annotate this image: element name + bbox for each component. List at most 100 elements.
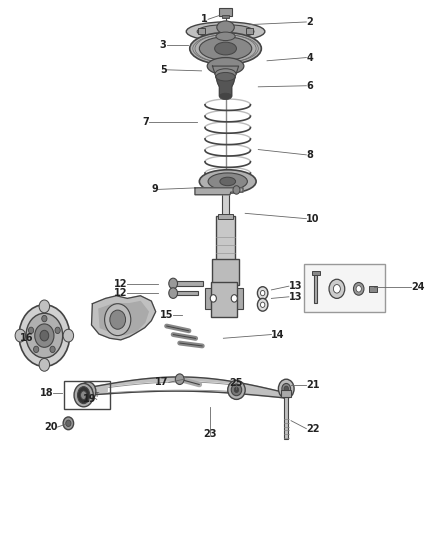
Bar — [304, 264, 385, 312]
Circle shape — [55, 327, 60, 334]
Text: 18: 18 — [39, 388, 53, 398]
Circle shape — [210, 295, 216, 302]
Text: 25: 25 — [230, 378, 243, 389]
Circle shape — [169, 278, 177, 289]
Text: 5: 5 — [160, 65, 166, 75]
Bar — [218, 214, 233, 219]
Circle shape — [42, 316, 47, 322]
Ellipse shape — [197, 25, 254, 38]
Ellipse shape — [216, 32, 235, 41]
Circle shape — [15, 329, 25, 342]
Ellipse shape — [105, 304, 131, 336]
Ellipse shape — [207, 58, 244, 75]
Circle shape — [356, 286, 361, 292]
Bar — [216, 216, 235, 261]
Polygon shape — [99, 302, 148, 335]
Bar — [198, 28, 205, 34]
Text: 6: 6 — [306, 81, 313, 91]
Polygon shape — [88, 377, 287, 398]
Circle shape — [34, 346, 39, 352]
Circle shape — [50, 346, 55, 352]
Bar — [173, 281, 203, 286]
Circle shape — [175, 374, 184, 384]
Polygon shape — [195, 188, 243, 195]
Ellipse shape — [19, 305, 70, 367]
Polygon shape — [216, 77, 235, 96]
Ellipse shape — [208, 173, 247, 190]
Circle shape — [353, 282, 364, 295]
Text: 19: 19 — [83, 394, 97, 405]
Ellipse shape — [231, 384, 242, 395]
Ellipse shape — [217, 21, 234, 34]
Text: 13: 13 — [289, 292, 302, 302]
Ellipse shape — [228, 380, 245, 399]
Text: 17: 17 — [155, 377, 169, 387]
Ellipse shape — [234, 387, 239, 392]
Circle shape — [233, 185, 240, 194]
Bar — [246, 28, 253, 34]
Bar — [235, 288, 243, 309]
Text: 21: 21 — [306, 380, 320, 390]
Text: 24: 24 — [411, 282, 424, 292]
Circle shape — [261, 302, 265, 308]
Bar — [311, 271, 320, 275]
Text: 7: 7 — [142, 117, 149, 127]
Ellipse shape — [220, 177, 236, 185]
Bar — [212, 259, 239, 285]
Text: 1: 1 — [201, 14, 208, 25]
Ellipse shape — [186, 22, 265, 41]
Bar — [285, 390, 288, 439]
Text: 12: 12 — [114, 279, 127, 288]
Text: 22: 22 — [306, 424, 320, 434]
Bar — [369, 286, 377, 292]
Circle shape — [63, 417, 74, 430]
Ellipse shape — [74, 383, 93, 407]
Text: T: T — [94, 392, 98, 398]
Ellipse shape — [333, 285, 340, 293]
Bar — [205, 288, 213, 309]
Text: 9: 9 — [151, 184, 158, 195]
Ellipse shape — [219, 93, 232, 100]
Bar — [173, 291, 198, 295]
Text: 13: 13 — [289, 281, 302, 291]
Ellipse shape — [279, 379, 294, 398]
Ellipse shape — [35, 324, 54, 348]
Circle shape — [28, 327, 34, 334]
Text: 4: 4 — [306, 53, 313, 62]
Ellipse shape — [215, 42, 237, 55]
Polygon shape — [92, 296, 155, 340]
Ellipse shape — [190, 33, 261, 64]
Circle shape — [169, 288, 177, 298]
Ellipse shape — [26, 313, 63, 358]
Circle shape — [258, 298, 268, 311]
Circle shape — [231, 295, 237, 302]
Text: 2: 2 — [306, 17, 313, 27]
Circle shape — [63, 329, 74, 342]
Ellipse shape — [81, 391, 87, 399]
Ellipse shape — [199, 37, 252, 60]
Ellipse shape — [216, 72, 235, 81]
Text: 8: 8 — [306, 150, 313, 160]
Bar — [222, 191, 229, 219]
Polygon shape — [109, 382, 245, 393]
Polygon shape — [212, 66, 239, 74]
Circle shape — [39, 359, 49, 371]
Ellipse shape — [40, 330, 49, 341]
Bar — [282, 390, 291, 397]
Text: 14: 14 — [272, 329, 285, 340]
Text: 23: 23 — [204, 429, 217, 439]
Text: 3: 3 — [160, 40, 166, 50]
Text: 15: 15 — [160, 310, 173, 320]
Circle shape — [261, 290, 265, 296]
Ellipse shape — [110, 310, 126, 329]
Ellipse shape — [215, 69, 236, 79]
Bar — [64, 381, 110, 409]
Bar — [222, 15, 229, 18]
Bar — [211, 282, 237, 317]
Ellipse shape — [84, 386, 92, 397]
Text: 12: 12 — [114, 288, 127, 298]
Text: 20: 20 — [44, 422, 57, 432]
Ellipse shape — [80, 382, 96, 401]
Ellipse shape — [329, 279, 345, 298]
Text: 16: 16 — [20, 333, 34, 343]
